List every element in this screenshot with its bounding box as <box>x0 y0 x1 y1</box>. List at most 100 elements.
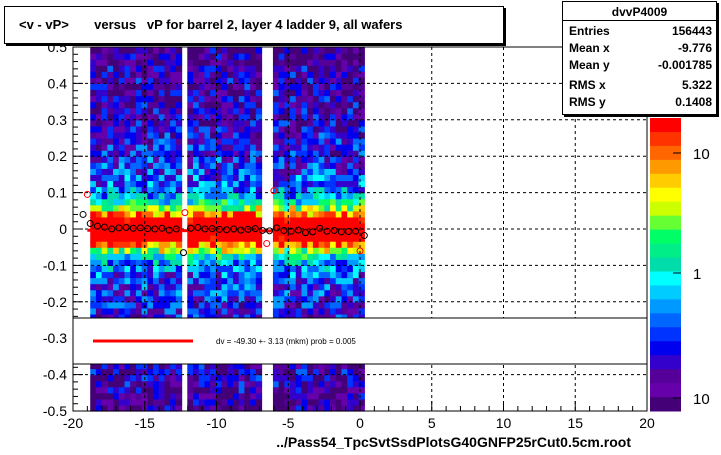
heatmap-cell <box>124 283 131 291</box>
heatmap-cell <box>107 107 114 115</box>
heatmap-cell <box>227 398 234 406</box>
heatmap-cell <box>135 113 143 121</box>
heatmap-cell <box>307 156 314 163</box>
profile-point <box>79 210 87 218</box>
heatmap-cell <box>272 301 280 309</box>
heatmap-cell <box>193 247 200 254</box>
heatmap-cell <box>198 186 206 194</box>
heatmap-cell <box>204 253 211 260</box>
heatmap-cell <box>227 150 234 157</box>
heatmap-cell <box>118 59 126 66</box>
heatmap-cell <box>358 222 365 230</box>
heatmap-cell <box>352 277 360 285</box>
heatmap-cell <box>341 192 348 200</box>
heatmap-cell <box>118 113 126 121</box>
heatmap-cell <box>352 362 360 370</box>
heatmap-cell <box>210 235 217 242</box>
heatmap-cell <box>187 53 194 60</box>
heatmap-cell <box>107 386 114 394</box>
heatmap-cell <box>130 277 137 285</box>
heatmap-cell <box>250 83 257 91</box>
heatmap-cell <box>95 380 103 388</box>
heatmap-cell <box>278 138 285 145</box>
heatmap-cell <box>318 144 325 151</box>
heatmap-cell <box>244 119 251 127</box>
heatmap-cell <box>272 162 280 169</box>
heatmap-cell <box>101 89 108 97</box>
heatmap-cell <box>318 59 325 66</box>
heatmap-cell <box>278 313 285 321</box>
heatmap-cell <box>358 301 365 309</box>
heatmap-cell <box>193 77 200 84</box>
heatmap-cell <box>141 192 148 200</box>
heatmap-cell <box>301 283 308 291</box>
heatmap-cell <box>324 313 331 321</box>
heatmap-cell <box>135 47 143 54</box>
heatmap-cell <box>135 241 143 248</box>
heatmap-cell <box>221 222 228 230</box>
heatmap-cell <box>141 89 148 97</box>
heatmap-cell <box>221 241 228 248</box>
heatmap-cell <box>193 59 200 66</box>
heatmap-cell <box>147 107 154 115</box>
heatmap-cell <box>341 259 348 266</box>
heatmap-cell <box>324 95 331 103</box>
heatmap-cell <box>153 186 160 194</box>
heatmap-cell <box>221 150 228 157</box>
heatmap-cell <box>147 313 154 321</box>
heatmap-cell <box>301 380 308 388</box>
heatmap-cell <box>130 380 137 388</box>
heatmap-cell <box>255 198 263 206</box>
heatmap-cell <box>330 168 337 175</box>
heatmap-cell <box>295 71 303 78</box>
heatmap-cell <box>193 53 200 60</box>
profile-point <box>165 226 173 234</box>
heatmap-cell <box>278 156 285 163</box>
heatmap-cell <box>187 150 194 157</box>
heatmap-cell <box>187 71 194 78</box>
heatmap-cell <box>232 107 240 115</box>
heatmap-cell <box>278 241 285 248</box>
heatmap-cell <box>347 404 354 412</box>
heatmap-cell <box>204 162 211 169</box>
profile-point <box>151 225 159 233</box>
heatmap-cell <box>284 216 291 224</box>
heatmap-cell <box>318 210 325 218</box>
heatmap-cell <box>175 313 183 321</box>
palette-swatch <box>650 313 681 328</box>
heatmap-cell <box>193 216 200 224</box>
heatmap-cell <box>113 168 120 175</box>
heatmap-cell <box>352 131 360 139</box>
heatmap-cell <box>335 180 343 188</box>
heatmap-cell <box>158 277 166 285</box>
heatmap-cell <box>238 222 245 230</box>
heatmap-cell <box>352 150 360 157</box>
heatmap-cell <box>290 186 297 194</box>
heatmap-cell <box>272 313 280 321</box>
profile-point <box>230 225 238 233</box>
heatmap-cell <box>147 53 154 60</box>
heatmap-cell <box>90 174 97 182</box>
heatmap-cell <box>295 289 303 297</box>
heatmap-cell <box>158 186 166 194</box>
heatmap-cell <box>175 374 183 382</box>
heatmap-cell <box>95 283 103 291</box>
x-tick-label: 0 <box>356 415 364 431</box>
heatmap-cell <box>204 150 211 157</box>
heatmap-cell <box>118 241 126 248</box>
heatmap-cell <box>124 247 131 254</box>
heatmap-cell <box>238 131 245 139</box>
heatmap-cell <box>227 362 234 370</box>
heatmap-cell <box>278 247 285 254</box>
heatmap-cell <box>135 101 143 109</box>
heatmap-cell <box>290 59 297 66</box>
heatmap-cell <box>164 277 171 285</box>
heatmap-cell <box>290 107 297 115</box>
heatmap-cell <box>335 283 343 291</box>
heatmap-cell <box>255 89 263 97</box>
heatmap-cell <box>101 277 108 285</box>
heatmap-cell <box>113 65 120 72</box>
heatmap-cell <box>307 404 314 412</box>
heatmap-cell <box>193 380 200 388</box>
heatmap-cell <box>147 368 154 376</box>
